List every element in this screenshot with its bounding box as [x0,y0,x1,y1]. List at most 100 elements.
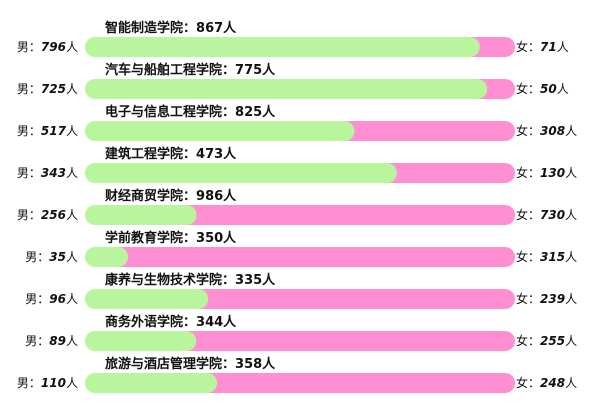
separator: ： [528,376,540,390]
separator: ： [183,315,196,330]
male-value: 517 [41,124,67,138]
male-label: 男：343人 [17,166,78,180]
male-bar [85,373,218,393]
separator: ： [222,63,235,78]
male-label: 男：256人 [17,208,78,222]
female-label: 女：239人 [516,291,577,306]
female-value: 130 [540,166,565,180]
male-label: 男：35人 [25,250,78,264]
male-bar [85,37,480,57]
college-name: 电子与信息工程学院 [105,104,222,120]
male-value: 725 [41,82,66,96]
separator: ： [183,189,196,204]
female-bar [188,289,515,309]
series-name: 女 [516,249,528,264]
unit: 人 [66,292,78,306]
college-name: 建筑工程学院 [105,146,183,162]
series-name: 女 [516,333,528,348]
female-value: 730 [540,208,565,222]
total-value: 473 [196,147,223,162]
separator: ： [222,357,235,372]
separator: ： [222,105,235,120]
unit: 人 [66,40,78,54]
separator: ： [528,40,540,54]
female-label: 女：248人 [516,375,577,390]
college-title: 电子与信息工程学院：825人 [105,104,276,120]
separator: ： [528,166,540,180]
female-label: 女：308人 [516,123,577,138]
college-name: 康养与生物技术学院 [105,272,222,288]
separator: ： [29,208,41,222]
female-bar [197,373,515,393]
separator: ： [222,273,235,288]
unit: 人 [223,146,237,162]
female-bar [176,331,515,351]
college-title: 建筑工程学院：473人 [105,146,237,162]
unit: 人 [223,314,237,330]
college-name: 学前教育学院 [105,230,183,246]
male-value: 96 [49,292,66,306]
unit: 人 [66,208,78,222]
female-bar [108,247,515,267]
unit: 人 [565,250,577,264]
separator: ： [183,147,196,162]
total-value: 986 [196,189,223,204]
series-name: 男 [17,208,29,222]
male-label: 男：796人 [17,40,78,54]
male-label: 男：96人 [25,292,78,306]
unit: 人 [262,104,276,120]
college-title: 财经商贸学院：986人 [105,188,237,204]
female-value: 315 [540,250,565,264]
college-title: 学前教育学院：350人 [105,230,237,246]
male-label: 男：89人 [25,334,78,348]
unit: 人 [565,376,577,390]
separator: ： [183,21,196,36]
separator: ： [29,166,41,180]
male-label: 男：517人 [17,124,78,138]
male-bar [85,79,488,99]
male-value: 110 [41,376,66,390]
college-name: 商务外语学院 [105,314,183,330]
total-value: 344 [196,315,223,330]
unit: 人 [262,356,276,372]
unit: 人 [223,188,237,204]
college-name: 旅游与酒店管理学院 [105,356,222,372]
separator: ： [29,82,41,96]
total-value: 867 [196,21,223,36]
unit: 人 [66,250,78,264]
male-value: 256 [41,208,66,222]
series-name: 男 [17,166,29,180]
unit: 人 [262,272,276,288]
series-name: 男 [25,292,37,306]
unit: 人 [66,376,78,390]
female-label: 女：315人 [516,249,577,264]
unit: 人 [565,124,577,138]
separator: ： [37,292,49,306]
male-bar [85,163,397,183]
female-value: 239 [540,292,565,306]
separator: ： [183,231,196,246]
female-value: 248 [540,376,565,390]
female-label: 女：50人 [516,81,569,96]
series-name: 男 [25,250,37,264]
female-value: 50 [540,82,557,96]
male-value: 35 [49,250,66,264]
series-name: 女 [516,165,528,180]
series-name: 男 [17,40,29,54]
female-value: 255 [540,334,565,348]
separator: ： [29,40,41,54]
male-value: 796 [41,40,66,54]
series-name: 女 [516,375,528,390]
college-title: 旅游与酒店管理学院：358人 [105,356,276,372]
college-title: 智能制造学院：867人 [105,20,237,36]
series-name: 女 [516,207,528,222]
separator: ： [29,124,41,138]
male-value: 89 [49,334,66,348]
college-name: 汽车与船舶工程学院 [105,62,222,78]
college-name: 智能制造学院 [105,20,183,36]
separator: ： [528,82,540,96]
unit: 人 [223,20,237,36]
male-bar [85,289,209,309]
series-name: 女 [516,291,528,306]
